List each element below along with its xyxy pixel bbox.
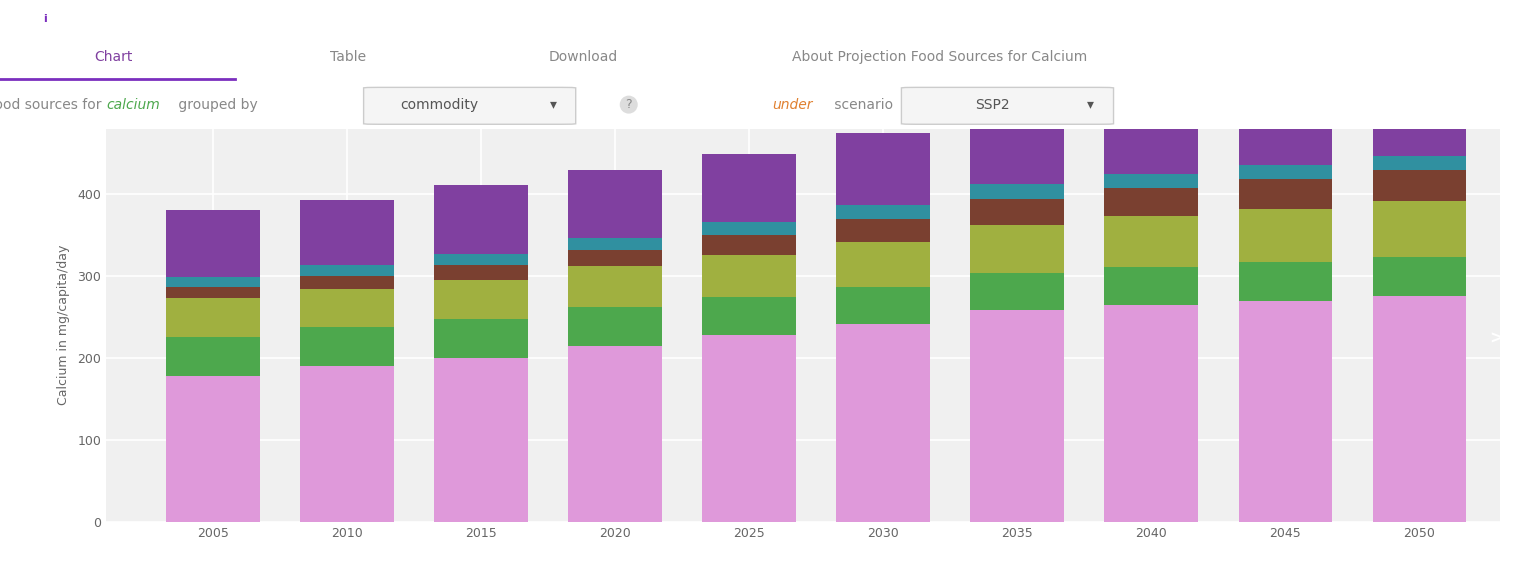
Bar: [703, 255, 797, 297]
Bar: [300, 289, 394, 327]
Bar: [971, 184, 1065, 199]
Text: Chart: Chart: [94, 50, 133, 64]
Bar: [1104, 216, 1198, 267]
Text: SSP2: SSP2: [976, 98, 1009, 112]
FancyBboxPatch shape: [901, 87, 1114, 124]
Bar: [703, 154, 797, 222]
Bar: [300, 276, 394, 289]
Bar: [568, 170, 662, 237]
Text: scenario: scenario: [830, 98, 894, 112]
FancyBboxPatch shape: [364, 87, 576, 124]
Bar: [435, 319, 529, 358]
Bar: [1104, 100, 1198, 174]
Bar: [1239, 165, 1332, 179]
Bar: [836, 205, 930, 219]
Bar: [1239, 91, 1332, 165]
Bar: [971, 310, 1065, 522]
Bar: [435, 358, 529, 522]
Bar: [1239, 262, 1332, 301]
Text: ▾: ▾: [1088, 98, 1094, 112]
Bar: [167, 337, 261, 376]
Bar: [971, 273, 1065, 310]
Bar: [1104, 267, 1198, 306]
Bar: [971, 111, 1065, 184]
Text: Table: Table: [330, 50, 367, 64]
Bar: [568, 307, 662, 346]
Bar: [836, 324, 930, 522]
Text: calcium: calcium: [106, 98, 159, 112]
Bar: [1373, 156, 1467, 170]
Bar: [1239, 301, 1332, 522]
Text: ▾: ▾: [550, 98, 556, 112]
Bar: [568, 237, 662, 250]
Bar: [836, 241, 930, 287]
Y-axis label: Calcium in mg/capita/day: Calcium in mg/capita/day: [58, 245, 70, 406]
Bar: [971, 199, 1065, 225]
Text: i: i: [44, 14, 47, 24]
Bar: [300, 265, 394, 276]
Bar: [1373, 82, 1467, 156]
Bar: [1104, 306, 1198, 522]
Bar: [568, 266, 662, 307]
Bar: [300, 366, 394, 522]
Bar: [836, 219, 930, 241]
Bar: [703, 297, 797, 335]
Text: ↗: ↗: [1480, 12, 1492, 27]
Text: Food sources for: Food sources for: [0, 98, 106, 112]
Bar: [167, 210, 261, 277]
Bar: [1373, 201, 1467, 257]
Text: under: under: [773, 98, 814, 112]
Bar: [167, 287, 261, 298]
Text: Download: Download: [548, 50, 618, 64]
Bar: [1239, 179, 1332, 209]
Bar: [167, 298, 261, 337]
Bar: [1373, 170, 1467, 201]
Bar: [300, 200, 394, 265]
Bar: [836, 133, 930, 205]
Bar: [167, 376, 261, 522]
Bar: [1239, 209, 1332, 262]
Bar: [703, 222, 797, 235]
Bar: [435, 254, 529, 265]
Bar: [971, 225, 1065, 273]
Bar: [1373, 257, 1467, 296]
Text: ?: ?: [626, 98, 632, 111]
Bar: [1104, 188, 1198, 216]
Bar: [1104, 174, 1198, 188]
Text: >: >: [1489, 329, 1503, 347]
Bar: [300, 327, 394, 366]
Bar: [703, 335, 797, 522]
Bar: [435, 265, 529, 280]
Text: grouped by: grouped by: [174, 98, 258, 112]
Bar: [568, 250, 662, 266]
Bar: [568, 346, 662, 522]
Text: Projection Food Sources for Calcium: Projection Food Sources for Calcium: [574, 10, 941, 28]
Circle shape: [0, 8, 470, 30]
Bar: [1373, 296, 1467, 522]
Bar: [435, 185, 529, 254]
Bar: [435, 280, 529, 319]
Bar: [703, 235, 797, 255]
Text: commodity: commodity: [400, 98, 479, 112]
Text: About Projection Food Sources for Calcium: About Projection Food Sources for Calciu…: [792, 50, 1086, 64]
Bar: [836, 287, 930, 324]
Bar: [167, 277, 261, 287]
